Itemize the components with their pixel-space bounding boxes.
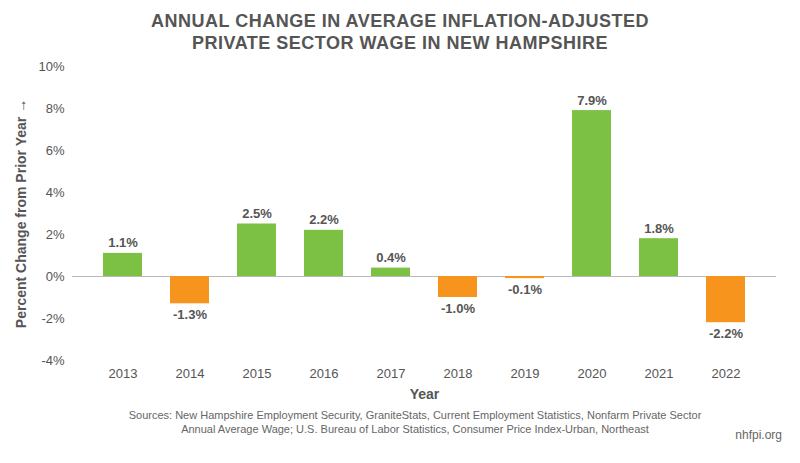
svg-text:10%: 10%	[38, 59, 64, 74]
svg-text:6%: 6%	[46, 143, 65, 158]
svg-text:-0.1%: -0.1%	[508, 282, 542, 297]
svg-text:2.2%: 2.2%	[309, 212, 339, 227]
svg-text:-2%: -2%	[41, 311, 65, 326]
svg-text:Year: Year	[410, 386, 440, 402]
svg-text:2021: 2021	[645, 366, 674, 381]
svg-text:2%: 2%	[46, 227, 65, 242]
svg-text:2018: 2018	[444, 366, 473, 381]
html-text:ANNUAL CHANGE IN AVERAGE INFLA: ANNUAL CHANGE IN AVERAGE INFLATION-ADJUS…	[151, 11, 649, 53]
svg-text:2022: 2022	[712, 366, 741, 381]
svg-text:2013: 2013	[109, 366, 138, 381]
svg-text:2014: 2014	[176, 366, 205, 381]
svg-text:8%: 8%	[46, 101, 65, 116]
svg-text:2.5%: 2.5%	[242, 206, 272, 221]
svg-text:7.9%: 7.9%	[577, 93, 607, 108]
svg-text:0.4%: 0.4%	[376, 250, 406, 265]
svg-text:-1.3%: -1.3%	[173, 307, 207, 322]
svg-text:2020: 2020	[578, 366, 607, 381]
svg-text:1.1%: 1.1%	[108, 235, 138, 250]
svg-text:0%: 0%	[46, 269, 65, 284]
svg-text:-2.2%: -2.2%	[709, 326, 743, 341]
svg-text:4%: 4%	[46, 185, 65, 200]
svg-text:2016: 2016	[310, 366, 339, 381]
svg-text:2017: 2017	[377, 366, 406, 381]
svg-text:1.8%: 1.8%	[644, 221, 674, 236]
svg-text:2015: 2015	[243, 366, 272, 381]
html-text:Sources: New Hampshire Employm: Sources: New Hampshire Employment Securi…	[128, 409, 702, 435]
svg-text:-4%: -4%	[41, 353, 65, 368]
svg-text:Percent Change from Prior Year: Percent Change from Prior Year →	[13, 99, 29, 328]
svg-text:-1.0%: -1.0%	[441, 301, 475, 316]
svg-text:2019: 2019	[511, 366, 540, 381]
html-text:nhfpi.org: nhfpi.org	[735, 428, 782, 442]
